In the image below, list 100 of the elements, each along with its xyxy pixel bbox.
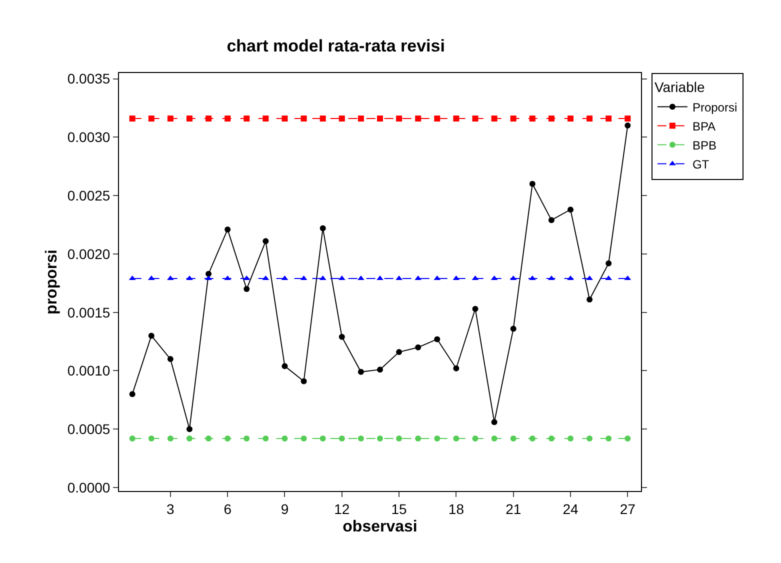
- point: [282, 363, 288, 370]
- point: [377, 116, 383, 122]
- point: [167, 116, 174, 122]
- point: [453, 116, 460, 122]
- point: [320, 435, 326, 442]
- y-tick-label: 0.0005: [67, 421, 110, 438]
- point: [491, 419, 498, 426]
- y-axis-title: proporsi: [43, 250, 60, 314]
- point: [453, 365, 460, 372]
- point: [586, 116, 593, 122]
- point: [396, 349, 402, 356]
- point: [167, 435, 174, 442]
- point: [434, 116, 440, 122]
- point: [568, 206, 574, 213]
- point: [396, 435, 402, 442]
- legend-label: BPA: [692, 119, 716, 134]
- point: [262, 435, 269, 442]
- point: [548, 435, 554, 442]
- point: [415, 116, 422, 122]
- point: [434, 435, 440, 442]
- x-tick-label: 3: [166, 500, 175, 517]
- point: [586, 435, 593, 442]
- point: [224, 116, 231, 122]
- point: [300, 378, 307, 384]
- point: [415, 344, 422, 350]
- x-tick-label: 18: [448, 500, 464, 517]
- point: [244, 435, 250, 442]
- point: [167, 356, 174, 362]
- x-tick-label: 21: [506, 500, 522, 517]
- legend-title: Variable: [654, 79, 705, 96]
- point: [129, 391, 136, 398]
- x-tick-label: 6: [224, 500, 232, 517]
- x-tick-label: 27: [620, 500, 636, 517]
- point: [548, 116, 554, 122]
- point: [206, 435, 212, 442]
- y-tick-label: 0.0000: [67, 479, 110, 496]
- point: [224, 435, 231, 442]
- y-tick-label: 0.0030: [67, 129, 110, 146]
- point: [282, 435, 288, 442]
- point: [129, 435, 136, 442]
- point: [624, 435, 631, 442]
- point: [338, 116, 345, 122]
- y-tick-label: 0.0015: [67, 304, 110, 320]
- point: [377, 435, 383, 442]
- y-tick-label: 0.0035: [67, 70, 110, 87]
- point: [529, 435, 536, 442]
- x-tick-label: 15: [391, 500, 408, 517]
- point: [624, 122, 631, 129]
- point: [148, 435, 154, 442]
- point: [300, 435, 307, 442]
- point: [606, 435, 612, 442]
- legend-label: Proporsi: [692, 100, 738, 114]
- point: [415, 435, 422, 442]
- point: [148, 332, 154, 339]
- x-tick-label: 9: [280, 500, 289, 517]
- point: [186, 435, 192, 442]
- point: [453, 435, 460, 442]
- point: [358, 116, 364, 122]
- y-tick-label: 0.0010: [67, 362, 110, 379]
- point: [129, 116, 136, 122]
- point: [186, 116, 192, 122]
- point: [568, 116, 574, 122]
- point: [396, 116, 402, 122]
- point: [186, 426, 192, 432]
- point: [262, 238, 269, 244]
- legend-label: BPB: [692, 138, 716, 152]
- y-tick-label: 0.0020: [67, 246, 110, 262]
- y-tick-label: 0.0025: [67, 188, 110, 204]
- point: [510, 326, 516, 332]
- point: [529, 180, 536, 187]
- point: [491, 435, 498, 442]
- point: [244, 116, 250, 122]
- point: [282, 116, 288, 122]
- point: [472, 435, 478, 442]
- point: [510, 116, 516, 122]
- point: [472, 116, 478, 122]
- point: [568, 435, 574, 442]
- point: [262, 116, 269, 122]
- point: [206, 116, 212, 122]
- x-tick-label: 12: [334, 500, 350, 517]
- point: [606, 116, 612, 122]
- legend-label: GT: [692, 157, 710, 172]
- point: [472, 306, 478, 312]
- point: [300, 116, 307, 122]
- x-axis-title: observasi: [342, 518, 418, 536]
- point: [510, 435, 516, 442]
- point: [244, 286, 250, 292]
- point: [224, 226, 231, 232]
- point: [338, 334, 345, 340]
- point: [606, 260, 612, 266]
- point: [358, 368, 364, 375]
- point: [338, 435, 345, 442]
- point: [548, 217, 554, 224]
- point: [586, 296, 593, 303]
- point: [320, 225, 326, 232]
- point: [434, 336, 440, 342]
- point: [148, 116, 154, 122]
- point: [491, 116, 498, 122]
- point: [624, 116, 631, 122]
- point: [529, 116, 536, 122]
